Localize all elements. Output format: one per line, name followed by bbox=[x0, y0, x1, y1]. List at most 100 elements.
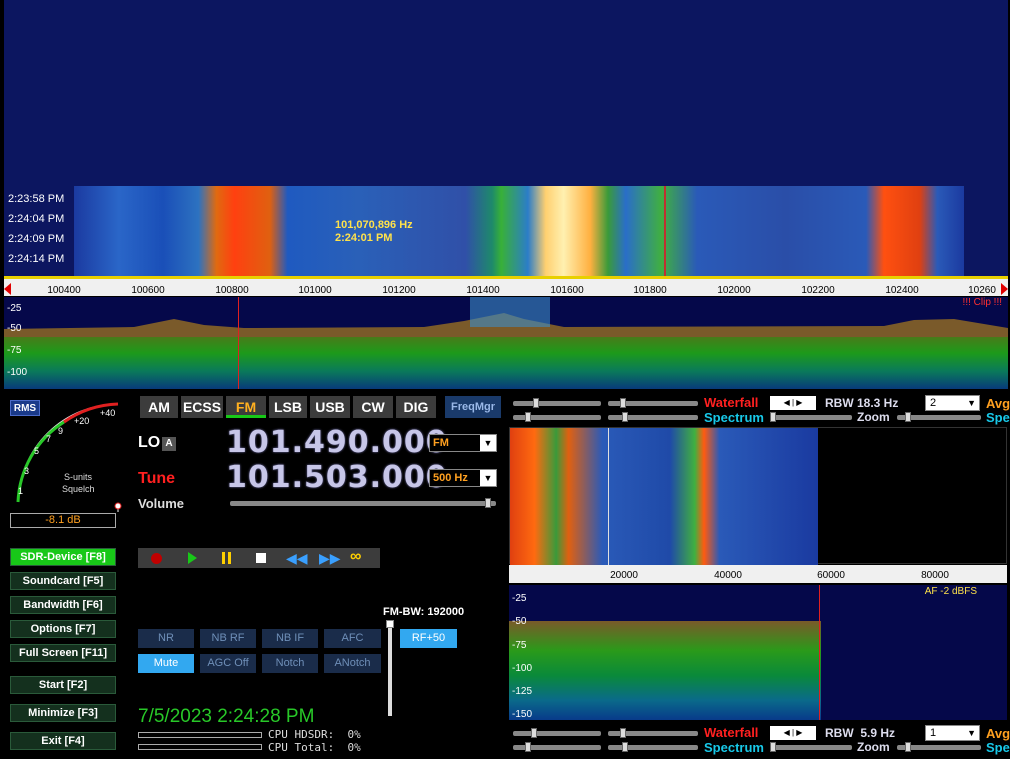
waterfall-2-label: Waterfall bbox=[704, 725, 759, 740]
wf-time-label: 2:24:04 PM bbox=[8, 213, 65, 225]
zoom-label: Zoom bbox=[857, 410, 890, 424]
stop-icon[interactable] bbox=[256, 553, 266, 563]
cursor-time: 2:24:01 PM bbox=[335, 232, 393, 244]
freq-tick-label: 101200 bbox=[382, 285, 416, 296]
avg-select[interactable]: 2 ▼ bbox=[925, 395, 980, 411]
full-screen-button[interactable]: Full Screen [F11] bbox=[10, 644, 116, 662]
cpu-total-bar bbox=[138, 744, 262, 750]
afc-button[interactable]: AFC bbox=[324, 629, 381, 648]
volume-slider[interactable] bbox=[230, 498, 496, 508]
clock: 7/5/2023 2:24:28 PM bbox=[138, 706, 315, 727]
s-scale-label: 3 bbox=[24, 466, 30, 476]
sp-brightness-slider[interactable] bbox=[608, 412, 698, 422]
pause-icon[interactable] bbox=[222, 552, 225, 564]
chevron-down-icon[interactable]: ▼ bbox=[480, 435, 496, 451]
af-waterfall[interactable] bbox=[509, 427, 1007, 565]
cpu-hdsdr-bar bbox=[138, 732, 262, 738]
vfo-a-badge[interactable]: A bbox=[162, 437, 176, 451]
db-label: -100 bbox=[7, 367, 28, 378]
mode-cw-button[interactable]: CW bbox=[353, 396, 393, 418]
exit-button[interactable]: Exit [F4] bbox=[10, 732, 116, 750]
chevron-down-icon[interactable]: ▼ bbox=[967, 398, 976, 408]
scroll-right-icon[interactable] bbox=[1001, 283, 1008, 295]
freq-tick-label: 100800 bbox=[215, 285, 249, 296]
af-tick-label: 40000 bbox=[714, 570, 742, 581]
speed-stepper[interactable]: ◀ | ▶ bbox=[770, 396, 816, 410]
main-waterfall[interactable]: 2:23:58 PM 2:24:04 PM 2:24:09 PM 2:24:14… bbox=[4, 0, 1008, 276]
lo-frequency[interactable]: 101.490.000 bbox=[226, 425, 448, 460]
s-scale-label: 1 bbox=[18, 486, 24, 496]
nr-button[interactable]: NR bbox=[138, 629, 194, 648]
sp-contrast-slider[interactable] bbox=[513, 412, 601, 422]
start-button[interactable]: Start [F2] bbox=[10, 676, 116, 694]
soundcard-button[interactable]: Soundcard [F5] bbox=[10, 572, 116, 590]
scroll-left-icon[interactable] bbox=[4, 283, 11, 295]
mode-am-button[interactable]: AM bbox=[140, 396, 178, 418]
freq-tick-label: 10260 bbox=[968, 285, 996, 296]
zoom-3-slider[interactable] bbox=[770, 742, 852, 752]
nb-rf-button[interactable]: NB RF bbox=[200, 629, 256, 648]
wf2-brightness-slider[interactable] bbox=[608, 728, 698, 738]
sp2-brightness-slider[interactable] bbox=[608, 742, 698, 752]
minimize-button[interactable]: Minimize [F3] bbox=[10, 704, 116, 722]
sdr-device-button[interactable]: SDR-Device [F8] bbox=[10, 548, 116, 566]
avg-2-select[interactable]: 1 ▼ bbox=[925, 725, 980, 741]
chevron-down-icon[interactable]: ▼ bbox=[967, 728, 976, 738]
main-spectrum[interactable]: -25 -50 -75 -100 !!! Clip !!! bbox=[4, 297, 1008, 389]
mute-button[interactable]: Mute bbox=[138, 654, 194, 673]
wf2-contrast-slider[interactable] bbox=[513, 728, 601, 738]
options-button[interactable]: Options [F7] bbox=[10, 620, 116, 638]
mode-lsb-button[interactable]: LSB bbox=[269, 396, 307, 418]
af-db-label: -125 bbox=[512, 686, 533, 697]
fm-bw-slider[interactable] bbox=[386, 620, 394, 716]
rf-plus-50-button[interactable]: RF+50 bbox=[400, 629, 457, 648]
rms-button[interactable]: RMS bbox=[10, 400, 40, 416]
squelch-caption: Squelch bbox=[62, 484, 95, 494]
af-level: AF -2 dBFS bbox=[924, 586, 977, 597]
sp2-contrast-slider[interactable] bbox=[513, 742, 601, 752]
signal-level: -8.1 dB bbox=[10, 513, 116, 528]
loop-icon[interactable]: ∞ bbox=[350, 548, 362, 565]
bandwidth-button[interactable]: Bandwidth [F6] bbox=[10, 596, 116, 614]
volume-knob[interactable] bbox=[484, 498, 491, 508]
zoom-slider[interactable] bbox=[770, 412, 852, 422]
wf-contrast-slider[interactable] bbox=[513, 398, 601, 408]
notch-button[interactable]: Notch bbox=[262, 654, 318, 673]
mode-ecss-button[interactable]: ECSS bbox=[181, 396, 223, 418]
frequency-scale[interactable]: 100400 100600 100800 101000 101200 10140… bbox=[4, 276, 1008, 296]
filter-passband[interactable] bbox=[470, 297, 550, 327]
zoom-4-slider[interactable] bbox=[897, 742, 981, 752]
speed-2-stepper[interactable]: ◀ | ▶ bbox=[770, 726, 816, 740]
forward-icon[interactable]: ▶▶ bbox=[319, 550, 341, 566]
bandwidth-select[interactable]: 500 Hz ▼ bbox=[429, 469, 497, 487]
mode-dig-button[interactable]: DIG bbox=[396, 396, 436, 418]
play-icon[interactable] bbox=[188, 552, 197, 564]
zoom-2-slider[interactable] bbox=[897, 412, 981, 422]
wf-brightness-slider[interactable] bbox=[608, 398, 698, 408]
tune-frequency[interactable]: 101.503.000 bbox=[226, 460, 448, 495]
freq-tick-label: 101800 bbox=[633, 285, 667, 296]
fm-bw-knob[interactable] bbox=[386, 620, 394, 628]
zoom-2-label: Zoom bbox=[857, 740, 890, 754]
freq-tick-label: 102200 bbox=[801, 285, 835, 296]
freqmgr-button[interactable]: FreqMgr bbox=[445, 396, 501, 418]
rewind-icon[interactable]: ◀◀ bbox=[286, 550, 308, 566]
af-spectrum[interactable]: -25 -50 -75 -100 -125 -150 AF -2 dBFS bbox=[509, 585, 1007, 720]
cpu-hdsdr-readout: CPU HDSDR: 0% bbox=[268, 728, 361, 741]
af-tick-label: 60000 bbox=[817, 570, 845, 581]
agc-off-button[interactable]: AGC Off bbox=[200, 654, 256, 673]
record-icon[interactable] bbox=[151, 553, 162, 564]
mode-usb-button[interactable]: USB bbox=[310, 396, 350, 418]
lo-mode-select[interactable]: FM ▼ bbox=[429, 434, 497, 452]
af-scale: 20000 40000 60000 80000 bbox=[509, 565, 1007, 583]
avg-2-label: Avg bbox=[986, 726, 1010, 741]
nb-if-button[interactable]: NB IF bbox=[262, 629, 318, 648]
anotch-button[interactable]: ANotch bbox=[324, 654, 381, 673]
af-tick-label: 20000 bbox=[610, 570, 638, 581]
wf-time-label: 2:24:09 PM bbox=[8, 233, 65, 245]
mode-fm-button[interactable]: FM bbox=[226, 396, 266, 418]
clip-warning: !!! Clip !!! bbox=[962, 297, 1002, 308]
chevron-down-icon[interactable]: ▼ bbox=[480, 470, 496, 486]
s-scale-label: 5 bbox=[34, 446, 40, 456]
